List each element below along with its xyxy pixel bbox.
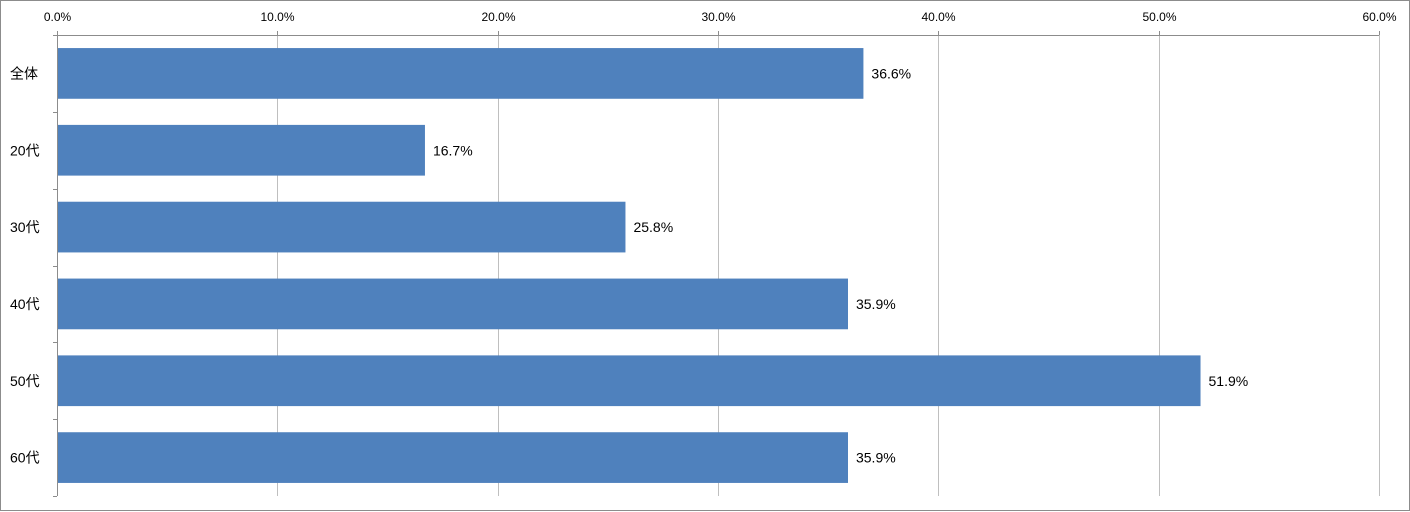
data-label: 16.7% <box>433 142 473 158</box>
gridlines <box>53 31 1380 497</box>
x-axis-tick-labels: 0.0% 10.0% 20.0% 30.0% 40.0% 50.0% 60.0% <box>44 10 1397 24</box>
x-tick-label: 20.0% <box>481 10 515 24</box>
x-tick-label: 0.0% <box>44 10 72 24</box>
bars <box>58 48 1201 483</box>
data-label: 35.9% <box>856 450 896 466</box>
data-label: 25.8% <box>633 219 673 235</box>
category-labels: 全体 20代 30代 40代 50代 60代 <box>10 65 40 465</box>
x-tick-label: 40.0% <box>921 10 955 24</box>
category-label: 40代 <box>10 296 40 312</box>
data-labels: 36.6% 16.7% 25.8% 35.9% 51.9% 35.9% <box>433 65 1248 465</box>
bar <box>58 48 864 99</box>
category-label: 50代 <box>10 373 40 389</box>
x-tick-label: 10.0% <box>260 10 294 24</box>
data-label: 35.9% <box>856 296 896 312</box>
bar <box>58 201 626 253</box>
category-label: 全体 <box>10 65 38 81</box>
x-tick-label: 50.0% <box>1142 10 1176 24</box>
data-label: 51.9% <box>1209 373 1249 389</box>
bar <box>58 124 425 176</box>
x-tick-label: 30.0% <box>701 10 735 24</box>
category-label: 30代 <box>10 219 40 235</box>
category-label: 60代 <box>10 450 40 466</box>
data-label: 36.6% <box>871 65 911 81</box>
bar <box>58 278 848 330</box>
bar <box>58 355 1201 407</box>
category-label: 20代 <box>10 142 40 158</box>
x-tick-label: 60.0% <box>1362 10 1396 24</box>
bar <box>58 432 848 483</box>
